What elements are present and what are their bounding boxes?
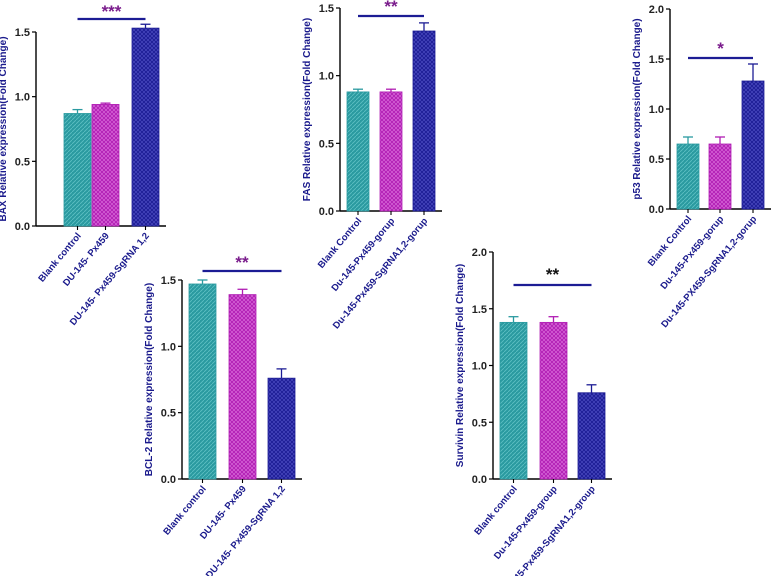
y-tick-label: 0.5 xyxy=(472,417,487,429)
y-tick-label: 0.5 xyxy=(15,156,30,168)
bar-bcl2-1 xyxy=(228,294,257,480)
y-tick-label: 0.5 xyxy=(319,138,334,150)
chart-bcl2: 0.0 0.5 1.0 1.5 BCL-2 Relative expression(Fo… xyxy=(144,253,302,576)
bar-survivin-1 xyxy=(539,321,568,480)
y-axis-title: BAX Relative expression(Fold Change) xyxy=(0,36,9,221)
y-axis-title: p53 Relative expression(Fold Change) xyxy=(632,18,643,199)
y-tick-label: 1.5 xyxy=(649,54,664,66)
bar-bcl2-0 xyxy=(188,283,217,480)
chart-p53: 0.0 0.5 1.0 1.5 2.0 p53 Relative expression(F… xyxy=(632,4,771,330)
bar-p53-1 xyxy=(708,143,732,210)
significance-stars: ** xyxy=(384,0,398,16)
y-tick-label: 0.0 xyxy=(15,221,30,233)
bar-fas-1 xyxy=(379,91,403,212)
y-axis-title: Survivin Relative expression(Fold Change… xyxy=(455,264,466,467)
bar-fas-2 xyxy=(412,30,436,212)
y-tick-label: 1.0 xyxy=(649,104,664,116)
y-tick-label: 1.0 xyxy=(15,92,30,104)
bar-bcl2-2 xyxy=(267,377,296,480)
chart-fas: 0.0 0.5 1.0 1.5 FAS Relative expression(Fold… xyxy=(302,0,442,331)
category-label: DU-145- Px459-SgRNA 1,2 xyxy=(204,484,288,576)
significance-stars: * xyxy=(717,39,724,58)
y-tick-label: 0.5 xyxy=(161,408,176,420)
y-tick-label: 0.5 xyxy=(649,154,664,166)
y-tick-label: 0.0 xyxy=(319,206,334,218)
chart-survivin: 0.0 0.5 1.0 1.5 2.0 Survivin Relative express… xyxy=(455,247,612,576)
bar-fas-0 xyxy=(346,91,370,212)
category-label: Du-145-Px459-gorup xyxy=(658,214,726,292)
bar-bax-0 xyxy=(63,113,92,227)
y-tick-label: 1.5 xyxy=(319,3,334,15)
y-tick-label: 2.0 xyxy=(649,4,664,16)
y-tick-label: 1.0 xyxy=(161,341,176,353)
bar-bax-2 xyxy=(131,27,160,227)
y-tick-label: 0.0 xyxy=(472,474,487,486)
significance-stars: ** xyxy=(235,253,249,272)
significance-stars: ** xyxy=(546,265,560,284)
bar-survivin-2 xyxy=(577,392,606,480)
bar-survivin-0 xyxy=(499,321,528,480)
y-tick-label: 1.5 xyxy=(161,275,176,287)
y-axis-title: BCL-2 Relative expression(Fold Change) xyxy=(144,283,155,476)
bar-p53-0 xyxy=(676,143,700,210)
y-tick-label: 1.5 xyxy=(15,27,30,39)
significance-stars: *** xyxy=(102,2,122,21)
y-tick-label: 0.0 xyxy=(161,474,176,486)
y-tick-label: 0.0 xyxy=(649,204,664,216)
bar-p53-2 xyxy=(741,80,765,210)
chart-bax: 0.0 0.5 1.0 1.5 BAX Relative expression(Fold… xyxy=(0,2,166,328)
bar-bax-1 xyxy=(91,104,120,227)
category-label: DU-145- Px459-SgRNA 1,2 xyxy=(68,231,152,328)
y-axis-title: FAS Relative expression(Fold Change) xyxy=(302,18,313,201)
y-tick-label: 1.5 xyxy=(472,304,487,316)
y-tick-label: 1.0 xyxy=(472,361,487,373)
y-tick-label: 2.0 xyxy=(472,247,487,259)
y-tick-label: 1.0 xyxy=(319,71,334,83)
category-label: Du-145-Px459-gorup xyxy=(329,216,397,294)
